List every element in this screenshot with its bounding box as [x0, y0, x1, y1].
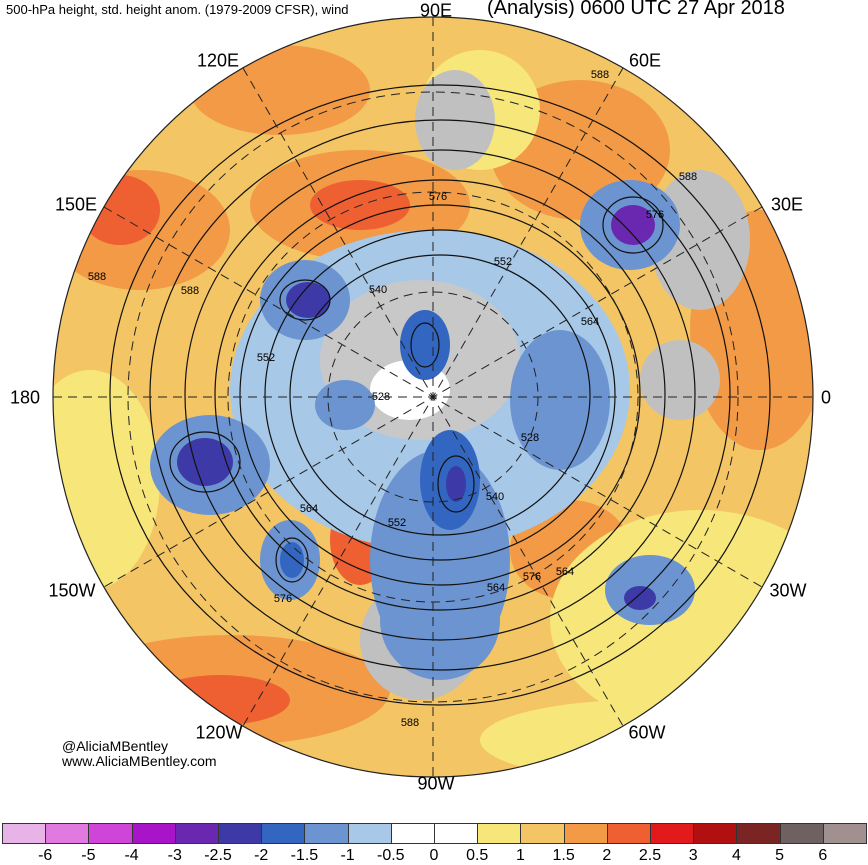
legend-tick-label: -2.5	[204, 847, 232, 864]
contour-label: 564	[300, 503, 318, 515]
legend-tick-label: 0.5	[466, 847, 489, 864]
legend-swatch	[174, 823, 219, 844]
legend-swatch	[88, 823, 133, 844]
contour-label: 576	[274, 593, 292, 605]
legend-swatch	[131, 823, 176, 844]
legend-swatch	[822, 823, 867, 844]
contour-label: 588	[401, 717, 419, 729]
legend-tick-label: 6	[818, 847, 828, 864]
legend-tick-label: -4	[124, 847, 139, 864]
legend-swatch	[347, 823, 392, 844]
contour-label: 588	[679, 171, 697, 183]
lon-label-right: 0	[820, 387, 832, 408]
lon-label-mid-upper-right: 30E	[770, 194, 804, 215]
lon-label-mid-upper-left: 150E	[54, 194, 98, 215]
legend-tick-label: 2.5	[638, 847, 662, 864]
lon-label-mid-lower-left: 150W	[48, 580, 96, 601]
lon-label-left: 180	[9, 387, 41, 408]
lon-label-bottom: 90W	[417, 773, 455, 794]
contour-label: 564	[581, 316, 599, 328]
legend-tick-label: -2	[254, 847, 269, 864]
legend-swatch	[563, 823, 608, 844]
legend-swatch	[606, 823, 651, 844]
contour-label: 552	[257, 352, 275, 364]
polar-map: 588 576 588 576 552 540 564 588 588 552 …	[52, 16, 814, 778]
header-left: 500-hPa height, std. height anom. (1979-…	[6, 2, 349, 17]
legend-tick-label: 2	[602, 847, 612, 864]
legend-tick-label: -3	[167, 847, 182, 864]
legend-swatch	[218, 823, 263, 844]
legend-tick-label: -0.5	[377, 847, 405, 864]
contour-label: 576	[429, 191, 447, 203]
header-right: (Analysis) 0600 UTC 27 Apr 2018	[487, 0, 785, 19]
legend-tick-label: 4	[731, 847, 741, 864]
legend-swatch	[261, 823, 306, 844]
legend-tick-label: -6	[38, 847, 53, 864]
lon-label-upper-right: 60E	[628, 50, 662, 71]
credit-website: www.AliciaMBentley.com	[62, 753, 217, 769]
legend-swatch	[693, 823, 738, 844]
contour-label: 588	[88, 271, 106, 283]
contour-label: 552	[494, 256, 512, 268]
legend-swatch	[520, 823, 565, 844]
color-legend: -6 -5 -4 -3 -2.5 -2 -1.5 -1 -0.5 0 0.5 1 1.5 2 2.5 3 4 5 6	[0, 823, 868, 865]
legend-swatch	[736, 823, 781, 844]
contour-label: 540	[369, 284, 387, 296]
legend-tick-label: -1	[340, 847, 355, 864]
legend-tick-label: 3	[688, 847, 698, 864]
contour-label: 540	[486, 491, 504, 503]
legend-swatch	[434, 823, 479, 844]
lon-label-lower-left: 120W	[195, 722, 243, 743]
legend-tick-label: 1.5	[552, 847, 575, 864]
contour-label: 576	[646, 209, 664, 221]
contour-label: 576	[523, 571, 541, 583]
lon-label-top: 90E	[419, 0, 453, 21]
contour-label: 588	[181, 285, 199, 297]
legend-tick-label: -1.5	[290, 847, 319, 864]
legend-tick-label: 0	[429, 847, 439, 864]
legend-swatch	[390, 823, 435, 844]
legend-tick-label: 1	[515, 847, 525, 864]
contour-label: 528	[372, 391, 390, 403]
lon-label-lower-right: 60W	[628, 722, 666, 743]
legend-tick-label: 5	[775, 847, 785, 864]
legend-swatch	[650, 823, 695, 844]
legend-swatch	[304, 823, 349, 844]
lon-label-upper-left: 120E	[196, 50, 240, 71]
contour-label: 588	[591, 69, 609, 81]
lon-label-mid-lower-right: 30W	[769, 580, 807, 601]
graticule	[53, 17, 813, 777]
contour-label: 564	[487, 582, 505, 594]
legend-swatch	[2, 823, 47, 844]
credit-twitter: @AliciaMBentley	[62, 738, 169, 754]
contour-label: 528	[521, 432, 539, 444]
legend-tick-label: -5	[81, 847, 96, 864]
contour-label: 564	[556, 566, 574, 578]
legend-swatch	[45, 823, 90, 844]
legend-swatch	[779, 823, 824, 844]
legend-swatch	[477, 823, 522, 844]
contour-label: 552	[388, 517, 406, 529]
anomaly-field	[53, 17, 813, 777]
